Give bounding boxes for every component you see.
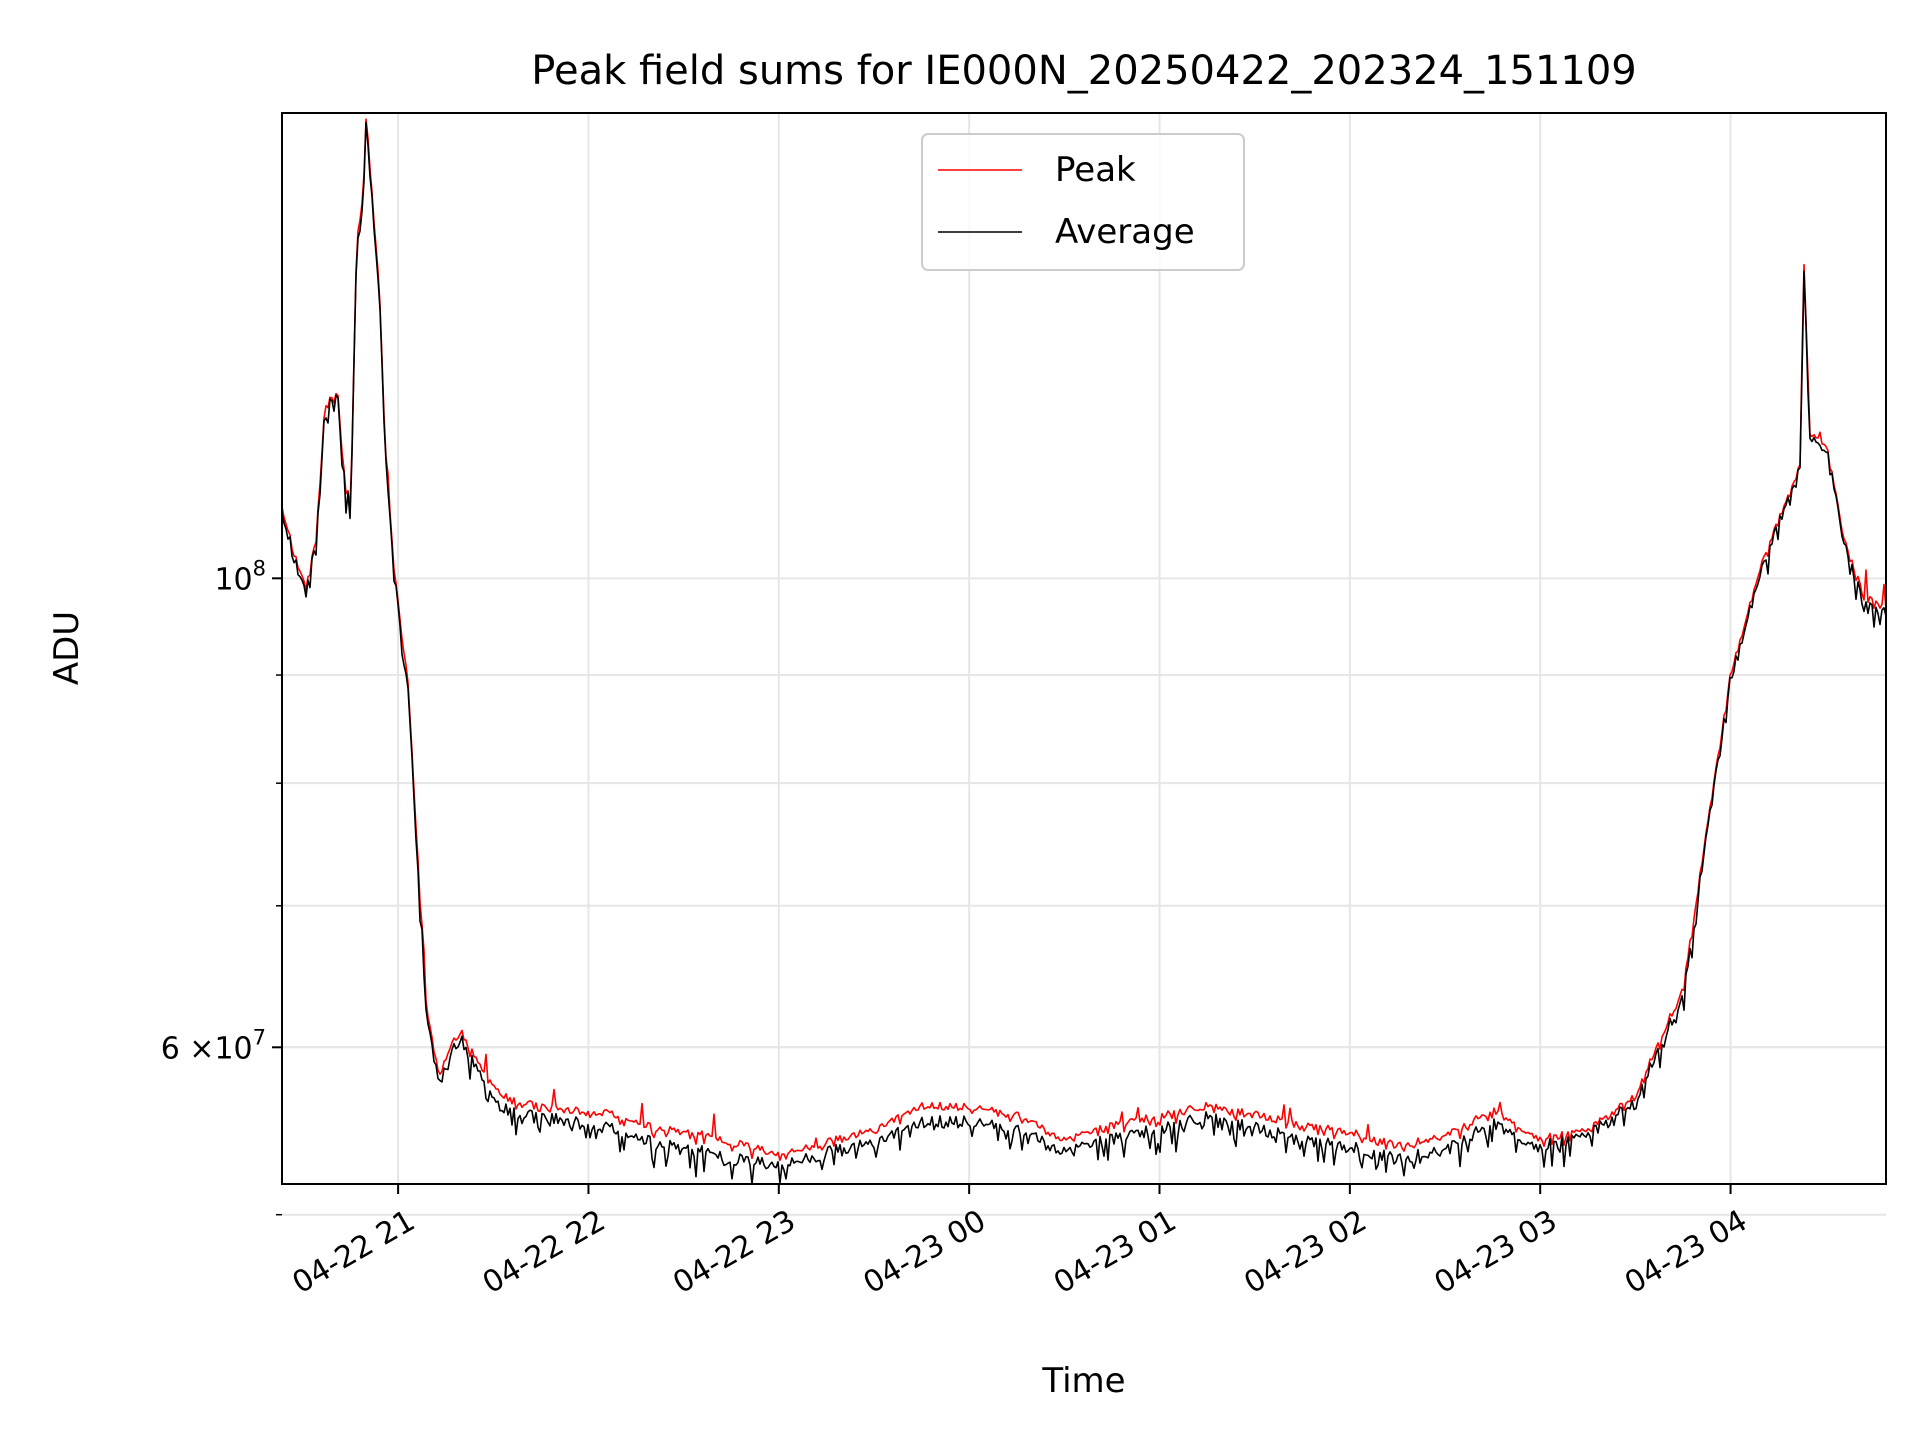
- chart-title: Peak field sums for IE000N_20250422_2023…: [531, 48, 1636, 94]
- y-axis: 6 ×107 108: [161, 556, 282, 1216]
- plot-frame: [281, 112, 1887, 1185]
- x-axis-label: Time: [1041, 1361, 1125, 1401]
- y-tick-label: 108: [214, 556, 266, 597]
- series-line-average: [281, 121, 1887, 1185]
- legend-label-average: Average: [1055, 212, 1195, 252]
- plot-area: [281, 112, 1887, 1216]
- legend-label-peak: Peak: [1055, 150, 1136, 190]
- y-axis-label: ADU: [47, 611, 87, 685]
- y-tick-label: 6 ×107: [161, 1025, 266, 1066]
- series-layer: [281, 118, 1887, 1185]
- plot-background: [282, 113, 1886, 1184]
- legend: Peak Average: [921, 133, 1245, 271]
- series-line-peak: [281, 118, 1887, 1161]
- grid-lines: [282, 113, 1886, 1216]
- legend-box: [921, 133, 1245, 271]
